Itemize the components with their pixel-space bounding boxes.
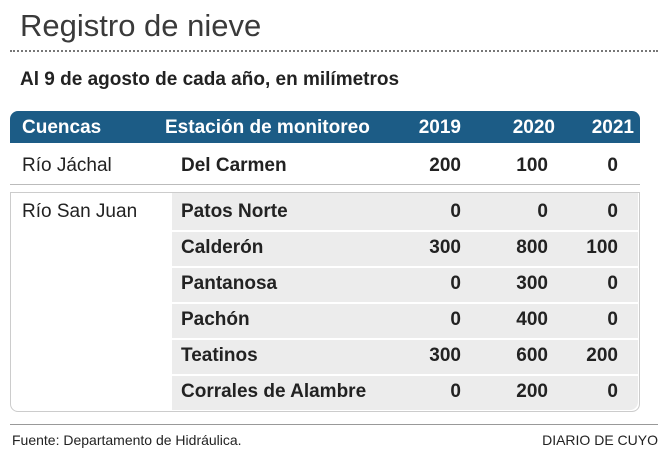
row-group-shade xyxy=(172,193,638,410)
value-cell: 300 xyxy=(516,273,548,294)
station: Pachón xyxy=(181,309,250,330)
row-group xyxy=(10,146,640,185)
line-separator xyxy=(172,230,638,232)
value-cell: 0 xyxy=(450,309,461,330)
value-cell: 800 xyxy=(516,237,548,258)
station: Calderón xyxy=(181,237,264,258)
station: Pantanosa xyxy=(181,273,278,294)
value-cell: 300 xyxy=(429,345,461,366)
value-cell: 0 xyxy=(607,155,618,176)
title: Registro de nieve xyxy=(20,8,262,43)
value-cell: 0 xyxy=(607,309,618,330)
column-header: 2021 xyxy=(591,117,634,138)
column-header: Estación de monitoreo xyxy=(165,117,370,138)
value-cell: 0 xyxy=(537,201,548,222)
column-header: Cuencas xyxy=(22,117,102,138)
value-cell: 100 xyxy=(516,155,548,176)
column-header: 2020 xyxy=(512,117,555,138)
value-cell: 0 xyxy=(607,381,618,402)
basin: Río Jáchal xyxy=(22,155,112,176)
value-cell: 400 xyxy=(516,309,548,330)
column-header: 2019 xyxy=(418,117,461,138)
station: Patos Norte xyxy=(181,201,288,222)
value-cell: 0 xyxy=(450,201,461,222)
station: Corrales de Alambre xyxy=(181,381,367,402)
station: Teatinos xyxy=(181,345,258,366)
divider xyxy=(10,50,658,52)
value-cell: 300 xyxy=(429,237,461,258)
line-separator xyxy=(172,266,638,268)
value-cell: 600 xyxy=(516,345,548,366)
value-cell: 0 xyxy=(607,273,618,294)
source: Fuente: Departamento de Hidráulica. xyxy=(12,432,242,448)
subtitle: Al 9 de agosto de cada año, en milímetro… xyxy=(20,69,400,90)
value-cell: 200 xyxy=(429,155,461,176)
header-bar xyxy=(10,111,640,143)
station: Del Carmen xyxy=(181,155,287,176)
value-cell: 0 xyxy=(450,381,461,402)
footer-rule xyxy=(10,424,658,425)
credit: DIARIO DE CUYO xyxy=(542,432,658,448)
value-cell: 200 xyxy=(586,345,618,366)
line-separator xyxy=(172,302,638,304)
basin: Río San Juan xyxy=(22,201,138,222)
line-separator xyxy=(172,374,638,376)
line-separator xyxy=(172,338,638,340)
value-cell: 0 xyxy=(450,273,461,294)
value-cell: 100 xyxy=(586,237,618,258)
value-cell: 200 xyxy=(516,381,548,402)
value-cell: 0 xyxy=(607,201,618,222)
